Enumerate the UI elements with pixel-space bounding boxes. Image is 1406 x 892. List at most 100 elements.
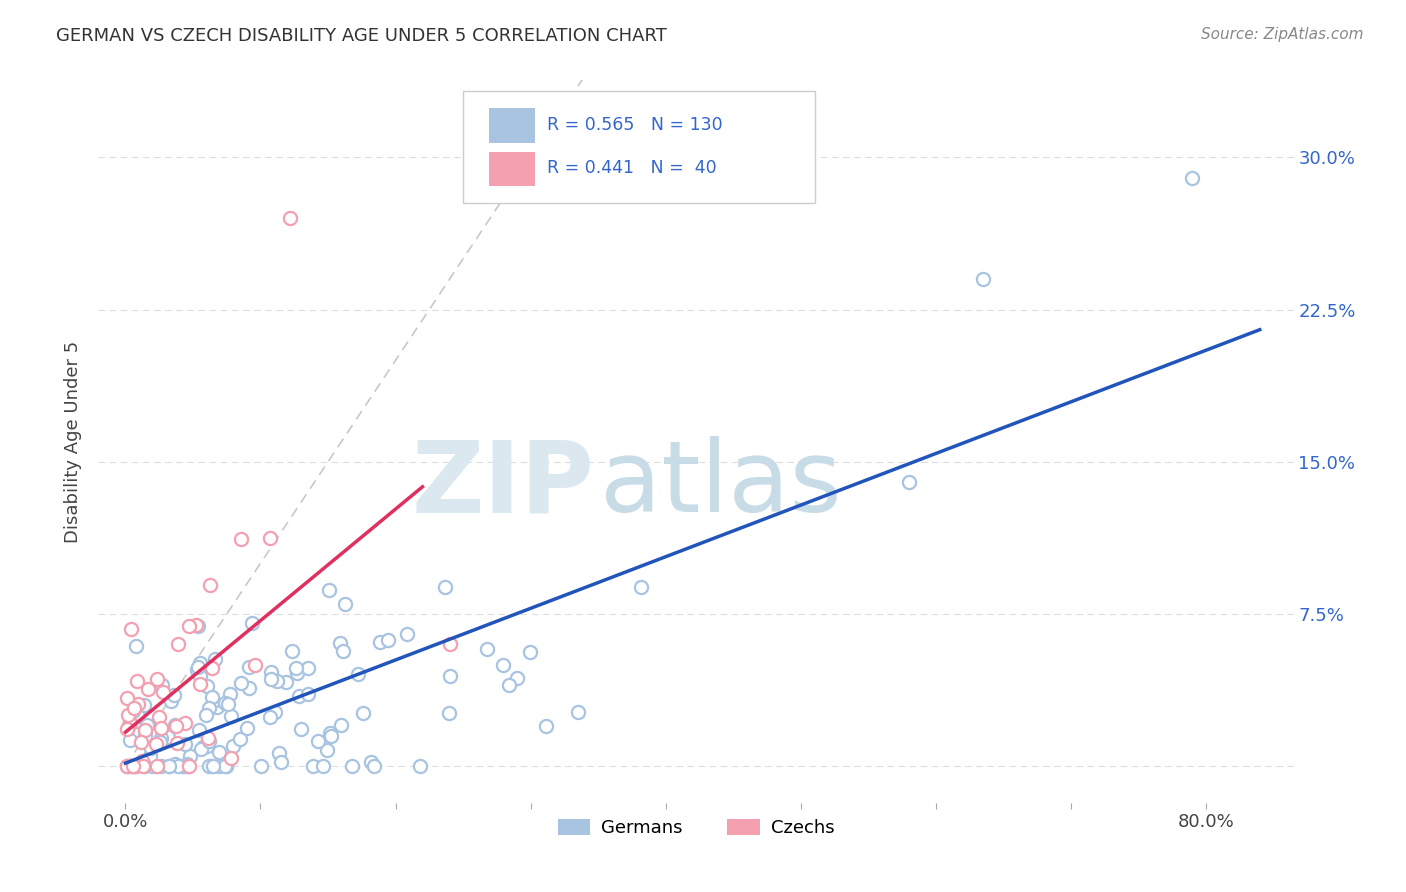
Point [146,672,169,686]
Point [266,673,288,688]
Point [217,697,239,711]
Point [259,665,281,679]
Point [174,716,197,731]
Point [146,737,169,751]
Point [115,722,138,736]
Point [260,672,283,686]
Point [208,745,231,759]
Point [321,729,343,743]
Point [201,661,224,675]
Point [506,671,529,685]
Point [567,706,589,720]
Text: ZIP: ZIP [412,436,595,533]
Point [198,701,221,715]
Point [125,673,148,688]
Point [276,674,298,689]
Point [124,759,146,773]
Point [163,688,186,702]
Point [174,737,197,751]
Point [475,641,498,656]
Point [319,725,342,739]
Point [115,759,138,773]
Point [238,660,260,674]
Point [214,759,236,773]
Point [179,619,201,633]
Point [135,718,157,732]
Point [132,759,155,773]
Point [115,759,138,773]
Point [353,706,375,720]
Point [281,643,304,657]
Point [259,531,281,545]
Point [235,721,257,735]
Point [172,759,194,773]
Point [368,635,391,649]
Point [201,690,224,705]
Point [122,701,145,715]
Point [347,667,370,681]
Point [127,697,149,711]
Point [188,656,211,670]
Point [285,666,308,681]
Point [120,622,142,636]
Point [198,734,221,748]
Point [297,687,319,701]
Point [250,759,273,773]
Point [229,676,252,690]
Point [131,755,153,769]
Point [125,759,148,773]
Point [340,759,363,773]
Point [121,759,143,773]
Point [240,615,263,630]
Point [150,678,173,692]
Point [534,719,557,733]
Text: atlas: atlas [600,436,842,533]
Point [188,677,211,691]
Point [335,598,357,612]
Point [132,759,155,773]
Point [409,759,432,773]
Point [205,700,228,714]
Point [124,759,146,773]
Point [165,758,187,772]
Point [363,759,385,773]
Point [134,723,156,737]
Point [278,211,301,226]
Text: GERMAN VS CZECH DISABILITY AGE UNDER 5 CORRELATION CHART: GERMAN VS CZECH DISABILITY AGE UNDER 5 C… [56,27,666,45]
Point [332,644,354,658]
Point [200,759,222,773]
Point [122,704,145,718]
Point [395,627,418,641]
Point [190,669,212,683]
Point [149,759,172,773]
Point [259,710,281,724]
Point [165,719,187,733]
Point [145,759,167,773]
Point [302,759,325,773]
Point [439,706,461,721]
Point [193,740,215,755]
Point [263,705,285,719]
Point [177,759,200,773]
Point [267,746,290,760]
Point [152,685,174,699]
Point [148,710,170,724]
Point [198,578,221,592]
FancyBboxPatch shape [489,152,534,186]
Point [177,759,200,773]
Point [165,756,187,771]
FancyBboxPatch shape [489,109,534,143]
Point [290,722,312,736]
Point [194,708,217,723]
Point [195,739,218,754]
Point [160,694,183,708]
Point [173,759,195,773]
Point [492,657,515,672]
Point [149,735,172,749]
Point [122,759,145,773]
Point [128,709,150,723]
Point [117,708,139,723]
Point [125,640,148,654]
Point [315,743,337,757]
Point [139,748,162,763]
